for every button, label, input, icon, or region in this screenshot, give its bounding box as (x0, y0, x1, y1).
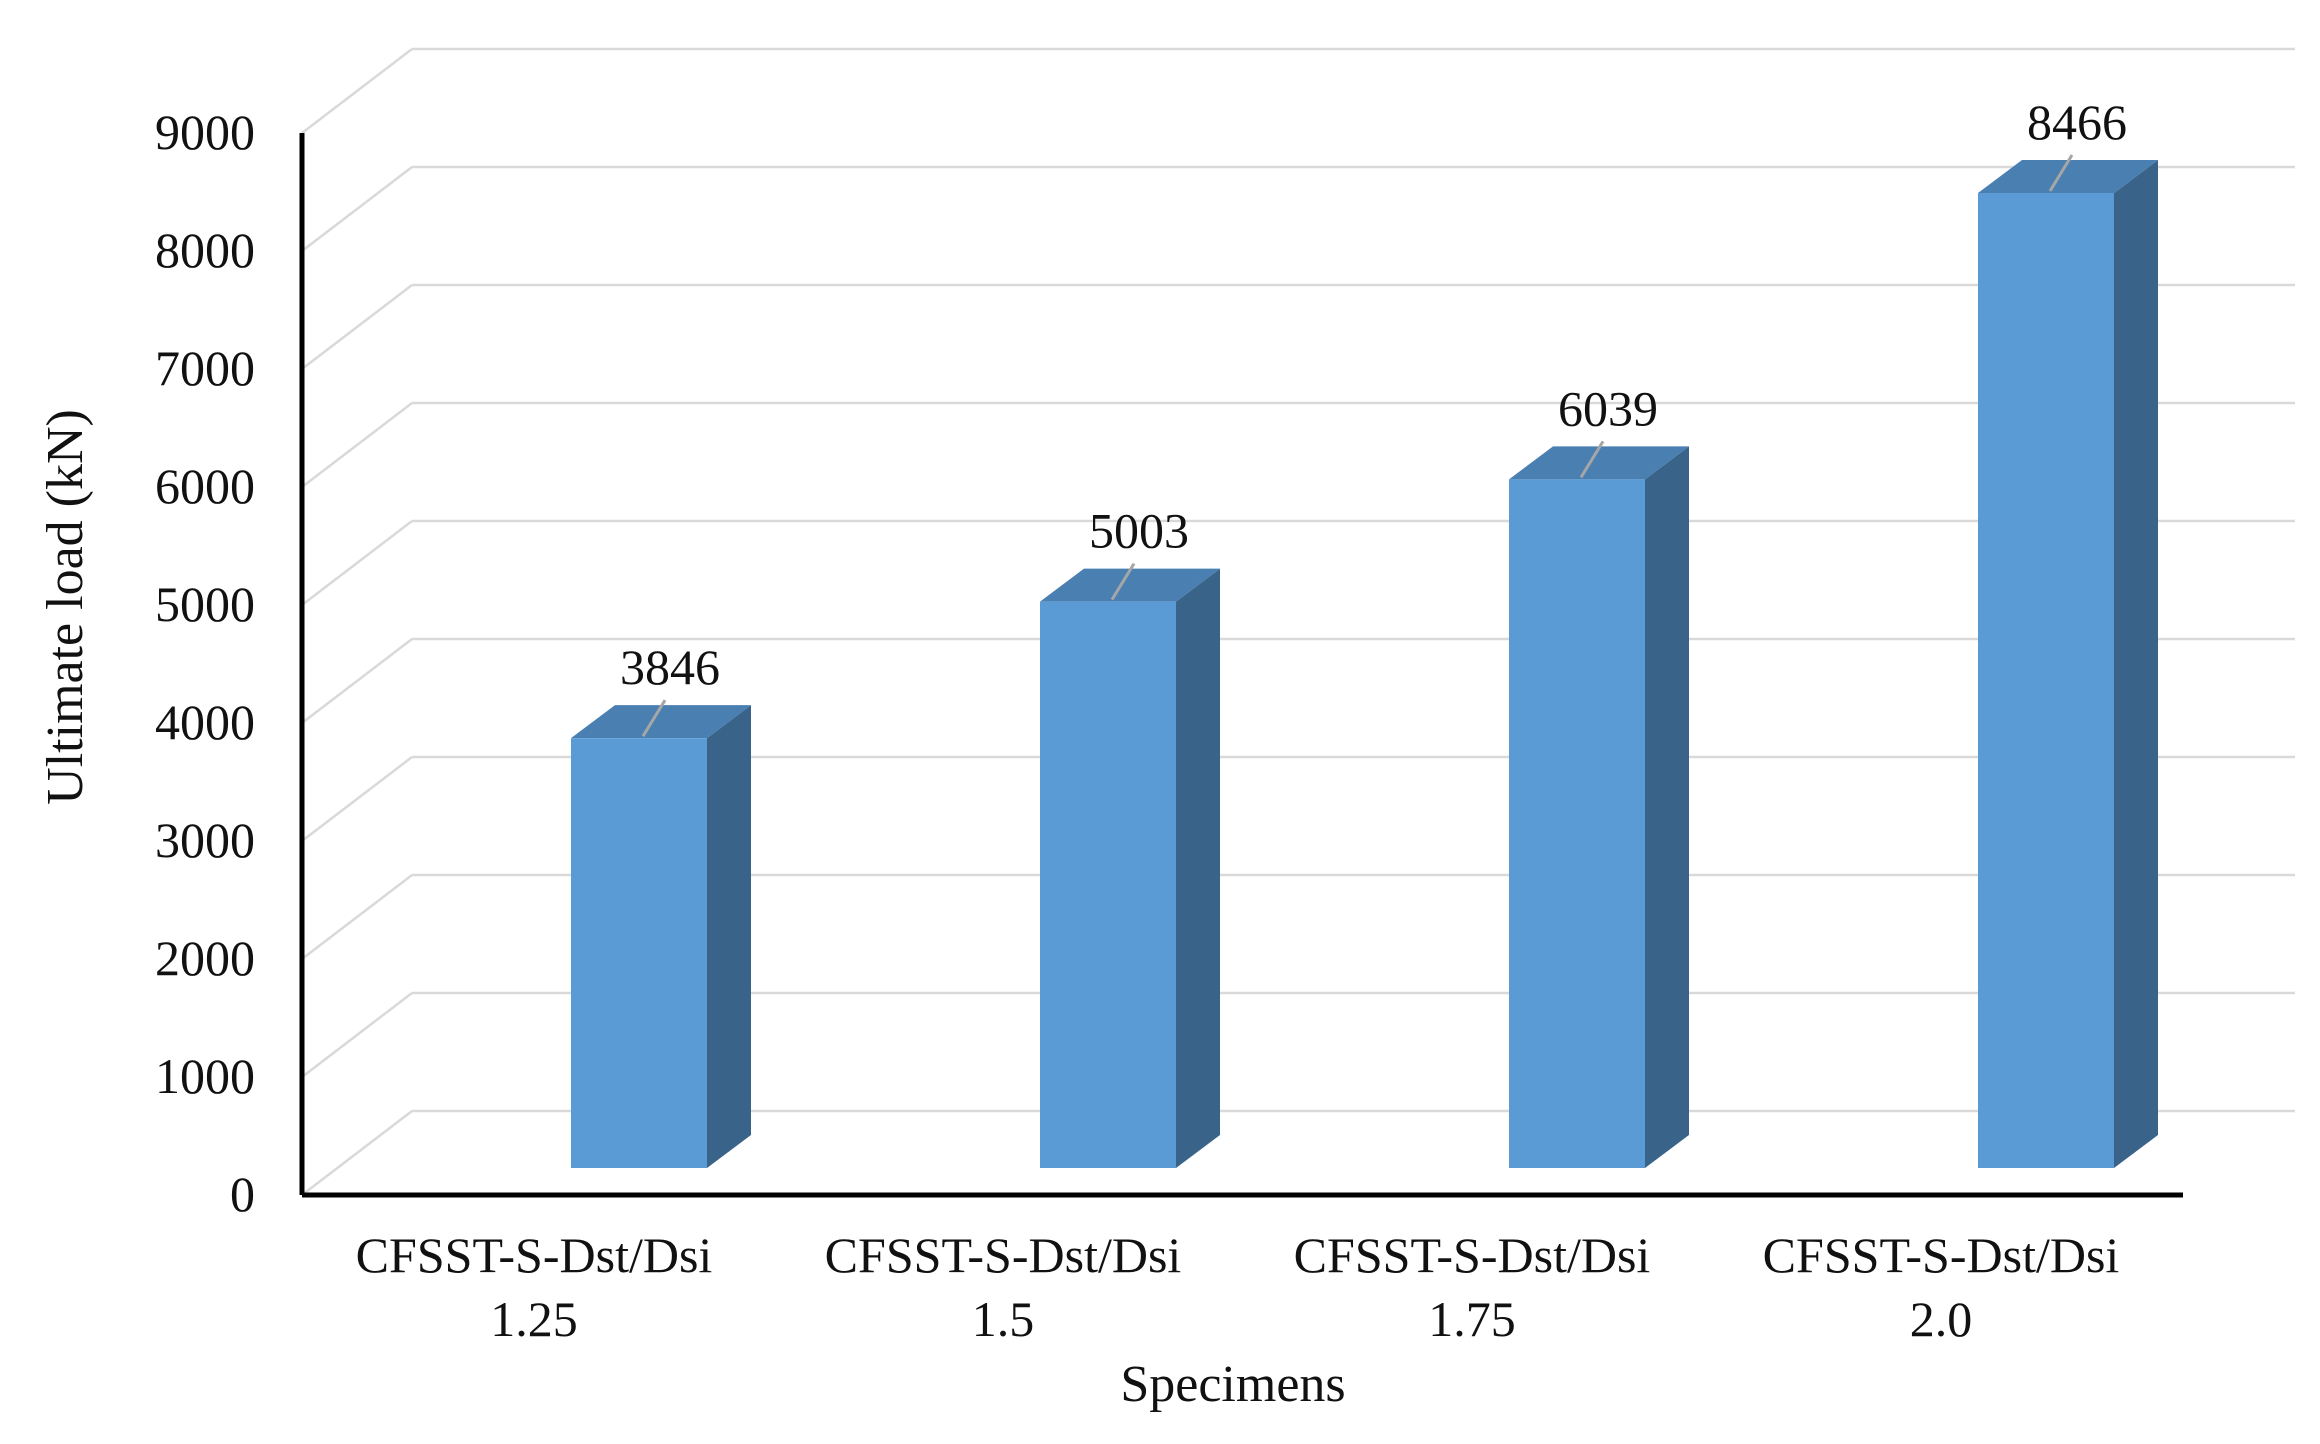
gridline-depth (301, 284, 413, 370)
data-label: 5003 (1089, 503, 1189, 559)
y-axis-title: Ultimate load (kN) (37, 409, 94, 805)
x-axis-title: Specimens (1120, 1356, 1345, 1413)
data-label-leader (1579, 440, 1605, 479)
y-tick-label: 6000 (155, 458, 255, 514)
x-tick-labels: CFSST-S-Dst/Dsi 1.25 CFSST-S-Dst/Dsi 1.5 CFS… (356, 1227, 2120, 1347)
data-label: 6039 (1558, 380, 1658, 436)
y-tick-label: 3000 (155, 812, 255, 868)
bar (1978, 160, 2158, 1169)
data-label: 3846 (620, 639, 720, 695)
bar-side (2114, 160, 2158, 1169)
bar-side (707, 705, 751, 1168)
y-tick-label: 8000 (155, 222, 255, 278)
bar-top (1509, 446, 1689, 480)
gridline-depth (301, 402, 413, 488)
gridline-depth (301, 756, 413, 842)
bar (1040, 568, 1220, 1168)
bar-top (1978, 160, 2158, 194)
bars (571, 160, 2158, 1169)
y-tick-label: 9000 (155, 104, 255, 160)
y-tick-label: 5000 (155, 576, 255, 632)
y-tick-label: 7000 (155, 340, 255, 396)
bar (1509, 446, 1689, 1168)
gridline-depth (301, 874, 413, 960)
gridline-depth (301, 520, 413, 606)
y-tick-label: 1000 (155, 1048, 255, 1104)
x-tick-label: CFSST-S-Dst/Dsi 1.25 (356, 1227, 713, 1347)
data-labels: 3846 5003 6039 8466 (620, 94, 2127, 737)
x-tick-label: CFSST-S-Dst/Dsi 2.0 (1763, 1227, 2120, 1347)
bar-top (1040, 568, 1220, 602)
bar-side (1176, 568, 1220, 1168)
data-label-leader (641, 699, 667, 737)
bar-front (1509, 479, 1645, 1168)
y-tick-label: 4000 (155, 694, 255, 750)
data-label-leader (1110, 562, 1136, 601)
bar-front (571, 738, 707, 1168)
data-label-leader (2048, 154, 2074, 192)
bar-side (1645, 446, 1689, 1168)
x-tick-label: CFSST-S-Dst/Dsi 1.75 (1294, 1227, 1651, 1347)
y-tick-label: 2000 (155, 930, 255, 986)
bar-top (571, 705, 751, 739)
gridline-depth (301, 48, 413, 134)
x-tick-label: CFSST-S-Dst/Dsi 1.5 (825, 1227, 1182, 1347)
bar (571, 705, 751, 1168)
gridline-depth (301, 992, 413, 1078)
y-tick-labels: 0 1000 2000 3000 4000 5000 6000 7000 8000 9000 (155, 104, 255, 1222)
axes (299, 133, 2183, 1198)
y-tick-label: 0 (230, 1166, 255, 1222)
bar-front (1978, 193, 2114, 1169)
bar-front (1040, 601, 1176, 1168)
gridline-depth (301, 166, 413, 252)
gridline-depth (301, 638, 413, 724)
gridline-depth (301, 1110, 413, 1196)
data-label: 8466 (2027, 94, 2127, 150)
